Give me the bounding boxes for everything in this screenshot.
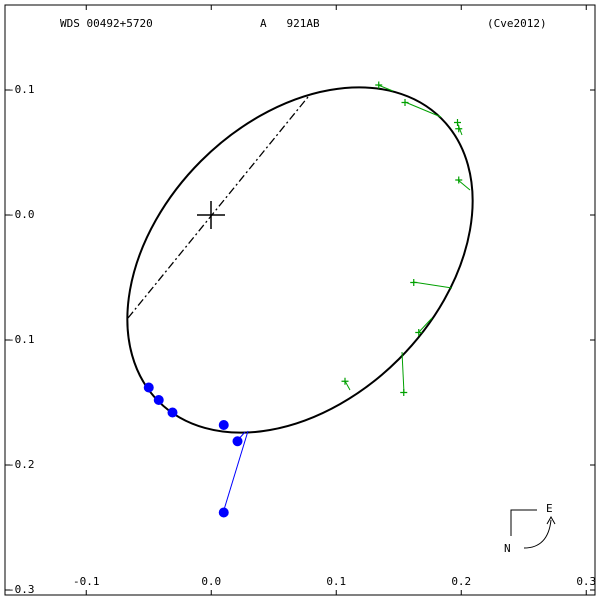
y-tick-label: -0.2 (8, 458, 35, 471)
x-tick-label: 0.2 (451, 575, 471, 588)
header-pair: A 921AB (260, 17, 320, 30)
residual (401, 351, 405, 394)
residual (412, 281, 453, 289)
x-tick-label: 0.0 (201, 575, 221, 588)
residual (222, 430, 249, 514)
observation-plus (415, 329, 423, 336)
residual (418, 317, 433, 333)
compass-arrow (523, 519, 552, 549)
observation-plus (455, 176, 463, 184)
observation-plus (401, 99, 409, 106)
y-tick-label: -0.1 (8, 83, 35, 96)
compass-axes (510, 509, 537, 536)
observation-dot (218, 420, 229, 430)
frame (4, 4, 596, 596)
y-tick-label: -0.1 (8, 333, 35, 346)
observation-dot (167, 407, 178, 418)
observation-dot (232, 436, 243, 447)
primary-star (197, 201, 225, 229)
observation-plus (410, 279, 418, 286)
x-tick-label: 0.1 (326, 575, 346, 588)
y-tick-label: -0.0 (8, 208, 35, 221)
compass (510, 509, 556, 549)
y-tick-label: -0.3 (8, 583, 35, 596)
header-id: WDS 00492+5720 (60, 17, 153, 30)
observation-dot (143, 382, 154, 393)
observation-plus (375, 81, 383, 89)
compass-east: E (546, 502, 553, 515)
observation-plus (341, 377, 349, 385)
observation-dot (153, 395, 164, 405)
residual (344, 380, 351, 391)
compass-arrowhead (546, 515, 556, 525)
observation-plus (400, 389, 408, 396)
observation-plus (454, 119, 461, 126)
compass-north: N (504, 542, 511, 555)
observation-plus (455, 125, 463, 133)
observation-dot (218, 507, 229, 518)
x-tick-label: -0.1 (73, 575, 100, 588)
residual (404, 101, 442, 118)
header-ref: (Cve2012) (487, 17, 547, 30)
residual (377, 84, 394, 92)
residual (457, 179, 471, 191)
x-tick-label: 0.3 (576, 575, 596, 588)
